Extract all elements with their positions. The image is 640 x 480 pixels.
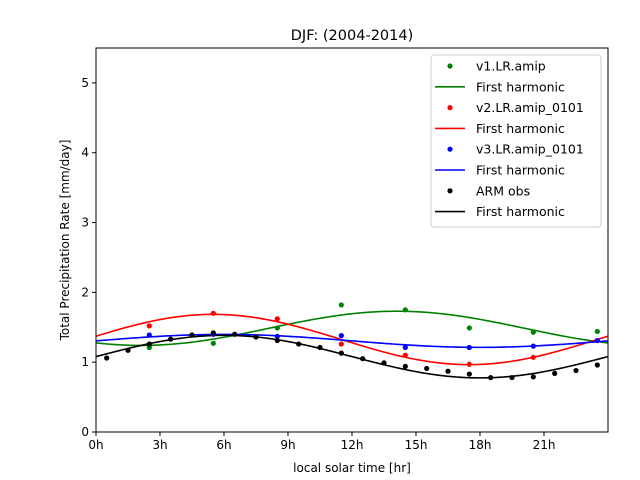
y-axis: 0 1 2 3 4 5 <box>81 76 96 439</box>
data-point <box>402 307 408 313</box>
data-point <box>210 310 216 316</box>
data-point <box>274 333 280 339</box>
data-point <box>274 316 280 322</box>
legend-marker <box>447 188 453 194</box>
data-point <box>168 336 174 342</box>
data-point <box>424 365 430 372</box>
data-point <box>594 337 600 344</box>
y-tick-label: 2 <box>81 285 89 299</box>
data-point <box>274 325 280 331</box>
data-point <box>594 362 600 368</box>
data-point <box>146 341 152 347</box>
data-point <box>146 323 152 329</box>
data-point <box>509 374 515 381</box>
data-point <box>146 332 152 338</box>
y-tick-label: 3 <box>81 216 89 230</box>
harmonic-fit-lines <box>96 310 608 379</box>
data-point <box>530 374 536 380</box>
x-tick-label: 12h <box>341 438 364 452</box>
legend-marker <box>447 105 453 111</box>
legend-label: ARM obs <box>476 183 530 198</box>
x-tick-label: 18h <box>469 438 492 452</box>
harmonic-fit-line <box>96 334 608 379</box>
y-tick-label: 0 <box>81 425 89 439</box>
data-point <box>338 333 344 339</box>
legend-frame <box>430 54 602 228</box>
legend-label: v3.LR.amip_0101 <box>476 142 584 157</box>
data-point <box>530 354 536 360</box>
x-axis: 0h 3h 6h 9h 12h 15h 18h 21h <box>88 432 555 452</box>
y-tick-label: 4 <box>81 146 89 160</box>
x-tick-label: 21h <box>533 438 556 452</box>
legend: v1.LR.amip First harmonic v2.LR.amip_0101 F… <box>430 54 602 228</box>
y-tick-label: 5 <box>81 76 89 90</box>
data-point <box>466 344 472 351</box>
data-point <box>381 360 387 366</box>
y-tick-label: 1 <box>81 355 89 369</box>
data-points <box>104 302 600 381</box>
data-point <box>338 341 344 347</box>
data-point <box>253 334 259 340</box>
data-point <box>296 341 302 347</box>
data-point <box>338 350 344 356</box>
data-point <box>210 340 216 346</box>
data-point <box>125 347 131 353</box>
legend-entries: v1.LR.amip First harmonic v2.LR.amip_0101 F… <box>435 59 584 219</box>
data-point <box>402 363 408 369</box>
data-point <box>338 302 344 308</box>
legend-label: v2.LR.amip_0101 <box>476 100 584 115</box>
x-tick-label: 15h <box>405 438 428 452</box>
data-point <box>573 367 579 374</box>
data-point <box>594 328 600 335</box>
y-axis-label: Total Precipitation Rate [mm/day] <box>58 140 72 342</box>
data-point <box>552 370 558 376</box>
data-point <box>360 356 366 362</box>
data-point <box>402 344 408 351</box>
data-point <box>445 368 451 374</box>
legend-label: First harmonic <box>476 163 565 178</box>
data-point <box>466 361 472 367</box>
legend-label: v1.LR.amip <box>476 59 546 74</box>
data-point <box>317 344 323 351</box>
x-tick-label: 9h <box>280 438 295 452</box>
legend-label: First harmonic <box>476 204 565 219</box>
harmonic-fit-line <box>96 333 608 349</box>
data-point <box>402 352 408 358</box>
harmonic-fit-line <box>96 310 608 347</box>
x-tick-label: 0h <box>88 438 103 452</box>
x-tick-label: 3h <box>152 438 167 452</box>
data-point <box>466 371 472 377</box>
legend-marker <box>447 63 453 69</box>
data-point <box>466 325 472 331</box>
data-point <box>274 337 280 344</box>
data-point <box>232 331 238 337</box>
legend-label: First harmonic <box>476 79 565 94</box>
data-point <box>210 330 216 336</box>
legend-label: First harmonic <box>476 121 565 136</box>
data-point <box>189 332 195 338</box>
x-tick-label: 6h <box>216 438 231 452</box>
harmonic-fit-line <box>96 313 608 366</box>
data-point <box>530 343 536 349</box>
x-axis-label: local solar time [hr] <box>293 461 411 475</box>
legend-marker <box>447 146 453 152</box>
data-point <box>530 329 536 335</box>
data-point <box>104 355 110 361</box>
chart-title: DJF: (2004-2014) <box>291 28 414 44</box>
data-point <box>488 374 494 381</box>
